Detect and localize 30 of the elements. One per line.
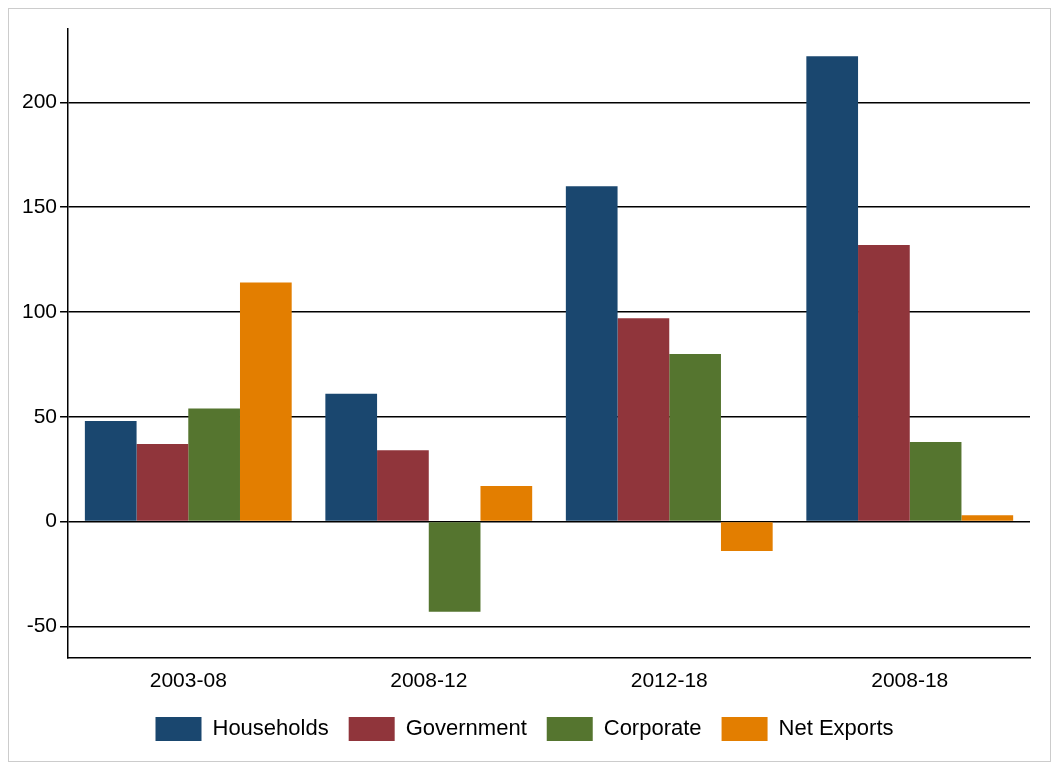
y-tick-label: 150 — [21, 193, 58, 217]
legend-label: Corporate — [603, 715, 702, 741]
bar — [188, 408, 240, 521]
bar — [239, 282, 292, 521]
y-tick-label: 0 — [45, 508, 58, 532]
bar — [84, 420, 137, 521]
x-tick-label: 2008-18 — [871, 668, 949, 692]
bar — [858, 244, 910, 521]
y-tick-label: 100 — [21, 298, 58, 322]
bar — [909, 441, 962, 521]
legend-label: Government — [405, 715, 527, 741]
x-tick-label: 2012-18 — [630, 668, 708, 692]
bar — [961, 515, 1014, 521]
bar — [325, 393, 378, 521]
bar — [617, 318, 670, 521]
bar — [377, 450, 429, 521]
y-tick-label: 50 — [33, 403, 58, 427]
bar — [428, 522, 481, 612]
bar — [806, 56, 859, 521]
x-tick-label: 2003-08 — [149, 668, 227, 692]
legend-label: Households — [212, 715, 329, 741]
bar — [720, 522, 773, 551]
bar — [136, 444, 189, 521]
y-tick-label: -50 — [26, 613, 58, 637]
bar — [480, 485, 533, 521]
x-tick-label: 2008-12 — [390, 668, 468, 692]
bar — [565, 186, 618, 521]
legend-label: Net Exports — [778, 715, 894, 741]
y-tick-label: 200 — [21, 89, 58, 113]
bar — [669, 353, 721, 521]
